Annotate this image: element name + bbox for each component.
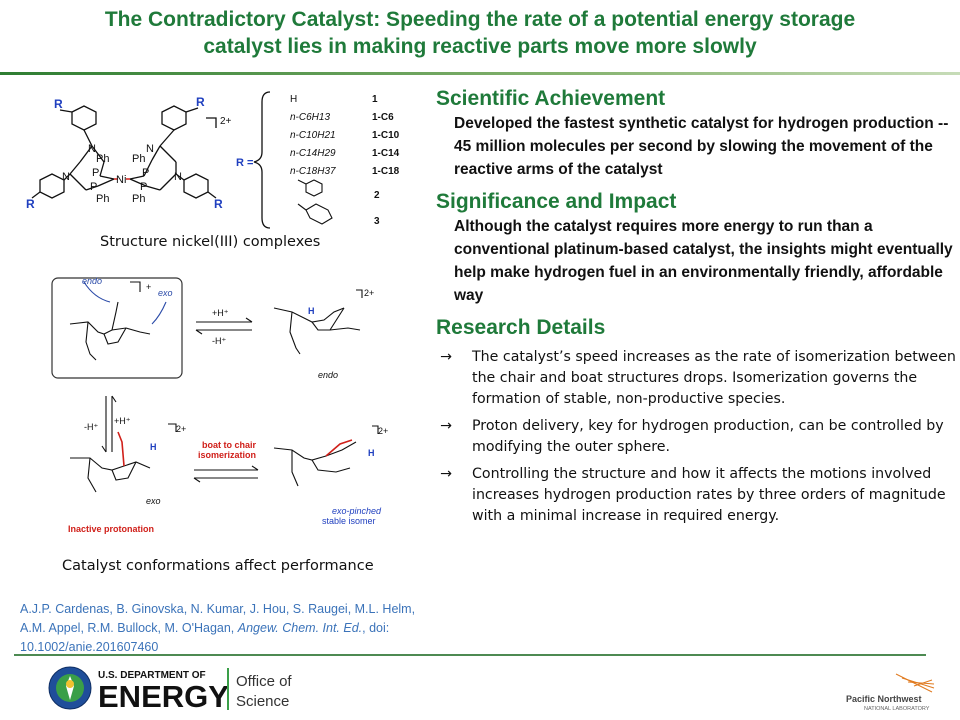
svg-text:P: P [140, 181, 147, 193]
svg-text:U.S. DEPARTMENT OF: U.S. DEPARTMENT OF [98, 670, 206, 681]
svg-text:H: H [368, 448, 375, 458]
svg-text:endo: endo [82, 276, 102, 286]
section-body: Although the catalyst requires more ener… [454, 218, 953, 304]
structure-caption: Structure nickel(III) complexes [100, 234, 321, 250]
section-heading: Significance and Impact [436, 190, 677, 213]
svg-text:stable isomer: stable isomer [322, 516, 376, 526]
svg-text:n-C6H13: n-C6H13 [290, 112, 330, 123]
arrow-icon: → [440, 349, 452, 365]
svg-text:1: 1 [372, 94, 378, 105]
svg-text:2: 2 [374, 190, 380, 201]
svg-text:-H⁺: -H⁺ [84, 422, 98, 432]
footer-divider [14, 654, 926, 656]
citation-doi: , doi: 10.1002/anie.201607460 [20, 621, 390, 654]
svg-text:R =: R = [236, 157, 253, 169]
svg-text:isomerization: isomerization [198, 450, 256, 460]
list-item: → Proton delivery, key for hydrogen produ… [440, 418, 944, 455]
svg-text:1-C18: 1-C18 [372, 166, 400, 177]
svg-text:3: 3 [374, 216, 380, 227]
section-heading: Scientific Achievement [436, 87, 666, 110]
svg-text:Ph: Ph [132, 193, 145, 205]
svg-text:H: H [290, 94, 297, 105]
catalyst-conformation-scheme: endo exo + 2+ 2+ 2+ +H⁺ -H⁺ -H⁺ +H⁺ boat… [51, 276, 388, 534]
svg-text:+H⁺: +H⁺ [114, 416, 131, 426]
svg-text:N: N [88, 143, 96, 155]
section-body: Developed the fastest synthetic catalyst… [454, 115, 949, 178]
svg-text:N: N [146, 143, 154, 155]
citation-authors: A.J.P. Cardenas, B. Ginovska, N. Kumar, … [20, 602, 416, 635]
svg-text:2+: 2+ [378, 426, 388, 436]
svg-text:Pacific Northwest: Pacific Northwest [846, 694, 922, 704]
svg-text:+H⁺: +H⁺ [212, 308, 229, 318]
arrow-icon: → [440, 418, 452, 434]
title-line-2: catalyst lies in making reactive parts m… [203, 35, 757, 58]
svg-text:boat to chair: boat to chair [202, 440, 257, 450]
pnnl-logo: Pacific Northwest NATIONAL LABORATORY [846, 673, 935, 712]
svg-text:R: R [214, 197, 223, 211]
section-scientific-achievement: Scientific Achievement Developed the fas… [436, 86, 956, 181]
svg-text:n-C14H29: n-C14H29 [290, 148, 336, 159]
svg-text:NATIONAL LABORATORY: NATIONAL LABORATORY [864, 706, 930, 712]
svg-text:P: P [90, 181, 97, 193]
svg-text:2+: 2+ [220, 116, 232, 127]
research-details-list: → The catalyst’s speed increases as the r… [436, 347, 956, 527]
arrow-icon: → [440, 466, 452, 482]
title-line-1: The Contradictory Catalyst: Speeding the… [104, 8, 856, 31]
svg-text:R: R [54, 97, 63, 111]
section-heading: Research Details [436, 316, 606, 339]
svg-text:1-C10: 1-C10 [372, 130, 400, 141]
section-significance: Significance and Impact Although the cat… [436, 189, 956, 307]
svg-text:H: H [150, 442, 157, 452]
svg-text:P: P [142, 167, 149, 179]
svg-text:H: H [308, 306, 315, 316]
svg-text:Ph: Ph [132, 153, 145, 165]
svg-text:Science: Science [236, 693, 289, 710]
svg-text:N: N [62, 171, 70, 183]
svg-text:P: P [92, 167, 99, 179]
svg-text:R: R [196, 95, 205, 109]
svg-text:Ni: Ni [116, 174, 126, 186]
svg-text:exo: exo [146, 496, 161, 506]
content-panel: Scientific Achievement Developed the fas… [436, 86, 956, 533]
conformations-caption: Catalyst conformations affect performanc… [62, 558, 374, 574]
svg-text:exo: exo [158, 288, 173, 298]
list-item: → Controlling the structure and how it af… [440, 466, 946, 524]
title-divider [0, 72, 960, 75]
doe-office-of-science-logo: U.S. DEPARTMENT OF ENERGY Office of Scie… [48, 666, 292, 712]
svg-text:2+: 2+ [176, 424, 186, 434]
citation: A.J.P. Cardenas, B. Ginovska, N. Kumar, … [20, 600, 430, 657]
svg-text:n-C18H37: n-C18H37 [290, 166, 336, 177]
svg-text:+: + [146, 282, 151, 292]
svg-text:1-C14: 1-C14 [372, 148, 400, 159]
svg-text:R: R [26, 197, 35, 211]
nickel-complex-structure: R R R R N N N N Ph Ph Ph Ph P P P P Ni 2… [26, 91, 400, 229]
svg-text:ENERGY: ENERGY [98, 679, 229, 712]
svg-text:exo-pinched: exo-pinched [332, 506, 382, 516]
svg-text:endo: endo [318, 370, 338, 380]
figures-panel: R R R R N N N N Ph Ph Ph Ph P P P P Ni 2… [0, 80, 430, 640]
citation-journal: Angew. Chem. Int. Ed. [237, 621, 363, 635]
svg-text:n-C10H21: n-C10H21 [290, 130, 336, 141]
svg-text:Office of: Office of [236, 673, 292, 690]
svg-text:Inactive protonation: Inactive protonation [68, 524, 154, 534]
page-title: The Contradictory Catalyst: Speeding the… [0, 6, 960, 60]
svg-text:-H⁺: -H⁺ [212, 336, 226, 346]
svg-text:Ph: Ph [96, 193, 109, 205]
svg-text:1-C6: 1-C6 [372, 112, 394, 123]
svg-text:2+: 2+ [364, 288, 374, 298]
svg-text:Ph: Ph [96, 153, 109, 165]
list-item: → The catalyst’s speed increases as the r… [440, 349, 956, 407]
section-research-details: Research Details → The catalyst’s speed i… [436, 315, 956, 527]
svg-text:N: N [174, 171, 182, 183]
